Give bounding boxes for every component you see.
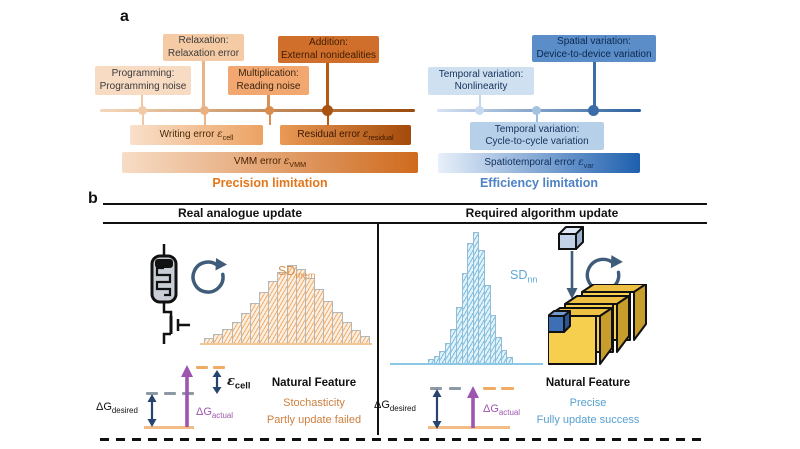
feature-map-stack-icon — [548, 284, 647, 365]
left-dg-baseline — [144, 426, 194, 429]
right-gray-dash-1 — [430, 387, 442, 390]
box-relaxation: Relaxation: Relaxation error — [163, 34, 244, 61]
caption-precision-limitation: Precision limitation — [212, 176, 328, 190]
timeline-node-cycle — [532, 106, 541, 115]
bar-spatiotemporal-error: Spatiotemporal error εvar — [438, 153, 640, 173]
bar-writing-error: Writing error εcell — [130, 125, 263, 145]
feature-fully-update-success: Fully update success — [536, 414, 640, 426]
box-addition: Addition: External nonidealities — [278, 36, 379, 63]
dg-desired-label-right: ΔGdesired — [374, 399, 416, 414]
histogram-sd-nn — [428, 230, 513, 364]
stem-down-writing-2 — [204, 112, 206, 125]
box-spatial-variation-line2: Device-to-device variation — [536, 48, 652, 60]
eps-cell-arrow — [212, 370, 222, 394]
bar-writing-error-text: Writing error εcell — [159, 128, 234, 142]
timeline-node-programming — [138, 106, 147, 115]
feature-title-left: Natural Feature — [271, 377, 357, 389]
bar-vmm-error-text: VMM error εVMM — [233, 156, 307, 169]
panel-b-label: b — [88, 190, 98, 207]
left-orange-dash-2 — [213, 366, 225, 369]
feature-precise: Precise — [569, 397, 607, 409]
stem-multiplication — [267, 95, 270, 111]
box-multiplication-line2: Reading noise — [236, 80, 301, 92]
dg-desired-arrow-right — [432, 389, 442, 429]
dg-actual-label-right: ΔGactual — [483, 403, 521, 418]
bar-spatiotemporal-error-text: Spatiotemporal error εvar — [484, 156, 594, 170]
box-programming-line2: Programming noise — [99, 80, 187, 92]
dg-desired-label-left: ΔGdesired — [96, 401, 138, 416]
bottom-dashed-rule — [100, 438, 707, 441]
box-relaxation-line2: Relaxation error — [167, 47, 240, 59]
feature-title-right: Natural Feature — [545, 377, 631, 389]
histogram-baseline-right — [390, 363, 543, 365]
feature-partly-update-failed: Partly update failed — [266, 414, 362, 426]
left-orange-dash-1 — [196, 366, 208, 369]
header-real-analogue-update: Real analogue update — [177, 206, 303, 220]
stem-down-residual-2 — [327, 112, 329, 125]
right-dg-baseline — [428, 426, 510, 429]
timeline-node-addition — [322, 105, 333, 116]
stem-nonlinearity — [479, 95, 481, 111]
column-divider — [377, 224, 379, 435]
header-bottom-rule — [103, 222, 707, 224]
box-temporal-nonlinearity-line2: Nonlinearity — [454, 81, 508, 92]
right-orange-dash-1 — [483, 387, 496, 390]
timeline-node-relaxation — [200, 106, 209, 115]
header-required-algorithm-update: Required algorithm update — [465, 206, 619, 220]
feature-stochasticity: Stochasticity — [283, 397, 345, 409]
dg-actual-arrow-right — [467, 386, 479, 428]
memristor-1t1r-icon — [150, 244, 190, 344]
box-temporal-nonlinearity: Temporal variation: Nonlinearity — [428, 67, 534, 95]
left-gray-dash-2 — [164, 392, 176, 395]
right-orange-dash-2 — [501, 387, 514, 390]
box-temporal-nonlinearity-line1: Temporal variation: — [438, 68, 524, 80]
histogram-sd-mem — [204, 260, 371, 344]
dg-actual-label-left: ΔGactual — [196, 406, 234, 421]
timeline-node-multiplication — [265, 106, 274, 115]
dg-actual-arrow-left — [181, 365, 193, 427]
box-spatial-variation: Spatial variation: Device-to-device vari… — [532, 35, 656, 62]
box-multiplication: Multiplication: Reading noise — [228, 66, 309, 95]
right-gray-dash-2 — [449, 387, 461, 390]
cycle-arrow-icon-left — [191, 258, 227, 294]
caption-efficiency-limitation: Efficiency limitation — [479, 176, 599, 190]
stem-down-residual-1 — [269, 112, 271, 125]
box-addition-line2: External nonidealities — [280, 49, 377, 61]
box-cycle-to-cycle: Temporal variation: Cycle-to-cycle varia… — [470, 122, 604, 150]
eps-cell-label: εcell — [227, 374, 251, 391]
down-arrow-icon — [566, 251, 578, 299]
box-multiplication-line1: Multiplication: — [238, 68, 299, 80]
box-programming-line1: Programming: — [111, 68, 175, 80]
bar-residual-error-text: Residual error εresidual — [297, 128, 394, 142]
sd-mem-label: SDmem — [278, 264, 316, 281]
box-addition-line1: Addition: — [309, 37, 348, 49]
panel-a-label: a — [120, 8, 129, 25]
stem-relaxation — [202, 61, 205, 111]
timeline-node-spatial — [588, 105, 599, 116]
bar-vmm-error: VMM error εVMM — [122, 152, 418, 173]
box-relaxation-line1: Relaxation: — [178, 35, 229, 47]
box-spatial-variation-line1: Spatial variation: — [557, 36, 631, 48]
box-cycle-to-cycle-line2: Cycle-to-cycle variation — [485, 136, 589, 147]
weight-cube-icon — [558, 226, 584, 250]
dg-desired-arrow-left — [147, 394, 157, 427]
sd-nn-label: SDnn — [510, 268, 538, 285]
bar-residual-error: Residual error εresidual — [280, 125, 411, 145]
stem-down-writing-1 — [142, 112, 144, 125]
left-gray-dash-1 — [146, 392, 158, 395]
stem-spatial — [593, 62, 596, 111]
histogram-bar — [359, 336, 371, 344]
stem-addition — [326, 63, 329, 111]
stem-programming — [141, 95, 143, 111]
box-programming: Programming: Programming noise — [95, 66, 191, 95]
timeline-node-nonlinearity — [475, 106, 484, 115]
timeline-precision — [100, 109, 415, 112]
box-cycle-to-cycle-line1: Temporal variation: — [494, 123, 580, 135]
header-top-rule — [103, 203, 707, 205]
stem-cycle-to-cycle — [536, 112, 538, 122]
histogram-baseline-left — [200, 343, 372, 345]
histogram-bar — [506, 357, 513, 364]
